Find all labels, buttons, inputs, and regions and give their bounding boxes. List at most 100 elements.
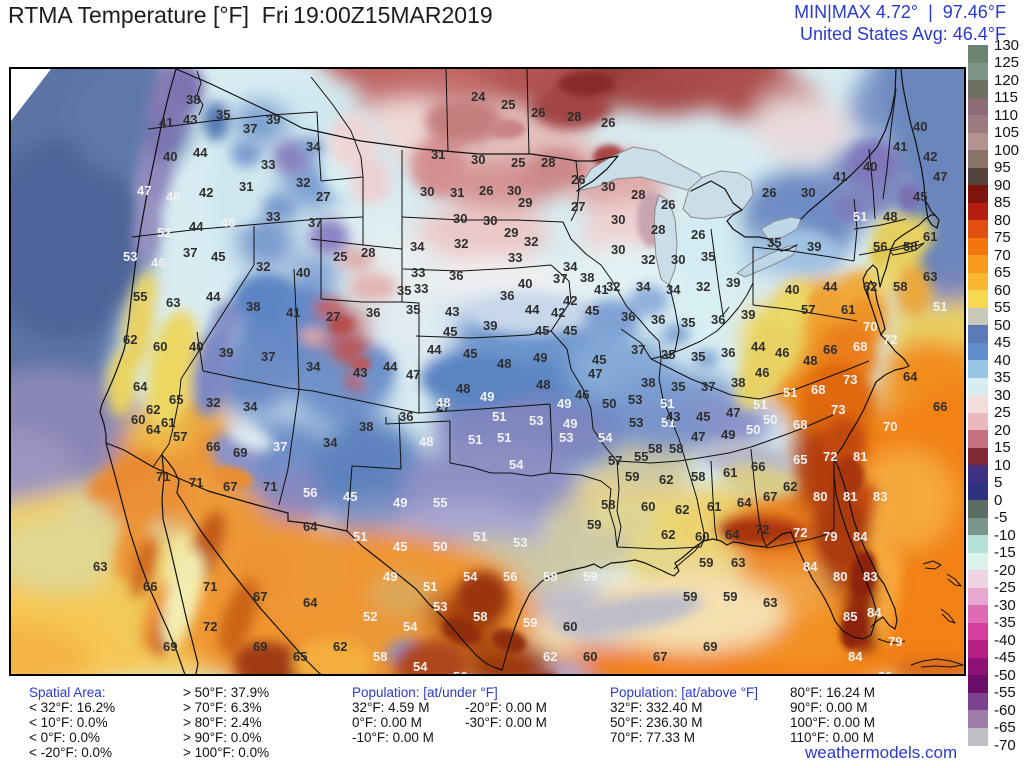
svg-text:30: 30: [611, 212, 625, 227]
svg-text:53: 53: [433, 599, 447, 614]
svg-text:32: 32: [696, 279, 710, 294]
svg-text:45: 45: [696, 409, 710, 424]
svg-text:26: 26: [691, 227, 705, 242]
svg-text:66: 66: [143, 579, 157, 594]
svg-text:48: 48: [883, 209, 897, 224]
svg-text:33: 33: [266, 209, 280, 224]
svg-text:36: 36: [366, 305, 380, 320]
svg-text:34: 34: [636, 279, 651, 294]
svg-text:59: 59: [587, 517, 601, 532]
svg-text:53: 53: [629, 415, 643, 430]
svg-text:34: 34: [243, 399, 258, 414]
svg-text:29: 29: [518, 195, 532, 210]
svg-text:65: 65: [793, 452, 807, 467]
svg-text:63: 63: [763, 595, 777, 610]
svg-text:47: 47: [691, 429, 705, 444]
svg-text:84: 84: [803, 559, 818, 574]
svg-text:69: 69: [703, 639, 717, 654]
svg-text:58: 58: [601, 497, 615, 512]
svg-text:49: 49: [563, 416, 577, 431]
svg-text:59: 59: [683, 589, 697, 604]
svg-text:68: 68: [853, 339, 867, 354]
svg-text:35: 35: [661, 347, 675, 362]
svg-text:36: 36: [621, 309, 635, 324]
svg-text:69: 69: [163, 639, 177, 654]
svg-text:42: 42: [563, 293, 577, 308]
svg-text:80: 80: [833, 569, 847, 584]
svg-text:26: 26: [531, 105, 545, 120]
svg-text:26: 26: [762, 185, 776, 200]
svg-text:26: 26: [479, 183, 493, 198]
svg-text:53: 53: [513, 535, 527, 550]
svg-text:44: 44: [189, 219, 204, 234]
svg-text:45: 45: [393, 539, 407, 554]
svg-text:26: 26: [601, 115, 615, 130]
svg-text:38: 38: [246, 299, 260, 314]
svg-text:47: 47: [137, 183, 151, 198]
svg-text:41: 41: [159, 115, 173, 130]
svg-text:57: 57: [801, 302, 815, 317]
svg-text:33: 33: [261, 157, 275, 172]
svg-text:38: 38: [641, 375, 655, 390]
svg-text:62: 62: [661, 527, 675, 542]
svg-text:30: 30: [420, 184, 434, 199]
svg-text:27: 27: [436, 399, 450, 414]
svg-text:73: 73: [843, 372, 857, 387]
svg-text:47: 47: [933, 169, 947, 184]
svg-text:40: 40: [163, 149, 177, 164]
svg-text:37: 37: [243, 121, 257, 136]
svg-text:39: 39: [219, 345, 233, 360]
svg-text:31: 31: [450, 185, 464, 200]
svg-text:54: 54: [463, 569, 478, 584]
svg-text:64: 64: [737, 495, 752, 510]
svg-text:30: 30: [471, 152, 485, 167]
svg-text:58: 58: [691, 469, 705, 484]
svg-text:34: 34: [410, 239, 425, 254]
svg-text:36: 36: [721, 345, 735, 360]
svg-text:58: 58: [373, 649, 387, 664]
svg-text:35: 35: [397, 283, 411, 298]
svg-text:51: 51: [468, 432, 482, 447]
svg-text:30: 30: [453, 211, 467, 226]
svg-text:79: 79: [888, 634, 902, 649]
svg-text:36: 36: [711, 312, 725, 327]
svg-text:37: 37: [553, 271, 567, 286]
svg-text:48: 48: [221, 215, 235, 230]
svg-text:37: 37: [308, 215, 322, 230]
svg-text:49: 49: [480, 389, 494, 404]
svg-text:30: 30: [601, 179, 615, 194]
svg-text:53: 53: [559, 430, 573, 445]
svg-text:34: 34: [563, 259, 578, 274]
svg-text:48: 48: [803, 353, 817, 368]
svg-text:37: 37: [183, 245, 197, 260]
svg-text:38: 38: [580, 270, 594, 285]
svg-text:39: 39: [483, 318, 497, 333]
svg-text:30: 30: [483, 213, 497, 228]
svg-text:40: 40: [913, 119, 927, 134]
svg-text:67: 67: [223, 479, 237, 494]
svg-text:44: 44: [383, 359, 398, 374]
svg-text:60: 60: [153, 339, 167, 354]
svg-text:48: 48: [419, 434, 433, 449]
svg-text:32: 32: [296, 175, 310, 190]
svg-text:27: 27: [316, 189, 330, 204]
svg-text:64: 64: [303, 519, 318, 534]
svg-text:34: 34: [306, 359, 321, 374]
svg-text:44: 44: [823, 279, 838, 294]
svg-text:64: 64: [903, 369, 918, 384]
svg-text:53: 53: [529, 413, 543, 428]
svg-text:59: 59: [523, 615, 537, 630]
svg-text:65: 65: [293, 649, 307, 664]
svg-text:44: 44: [525, 302, 540, 317]
svg-text:28: 28: [567, 109, 581, 124]
svg-text:45: 45: [913, 189, 927, 204]
svg-text:26: 26: [571, 172, 585, 187]
svg-text:62: 62: [659, 472, 673, 487]
svg-text:39: 39: [726, 275, 740, 290]
svg-text:79: 79: [823, 529, 837, 544]
svg-text:53: 53: [123, 249, 137, 264]
svg-text:56: 56: [453, 669, 467, 674]
svg-text:51: 51: [473, 529, 487, 544]
svg-text:35: 35: [701, 249, 715, 264]
svg-text:51: 51: [783, 385, 797, 400]
